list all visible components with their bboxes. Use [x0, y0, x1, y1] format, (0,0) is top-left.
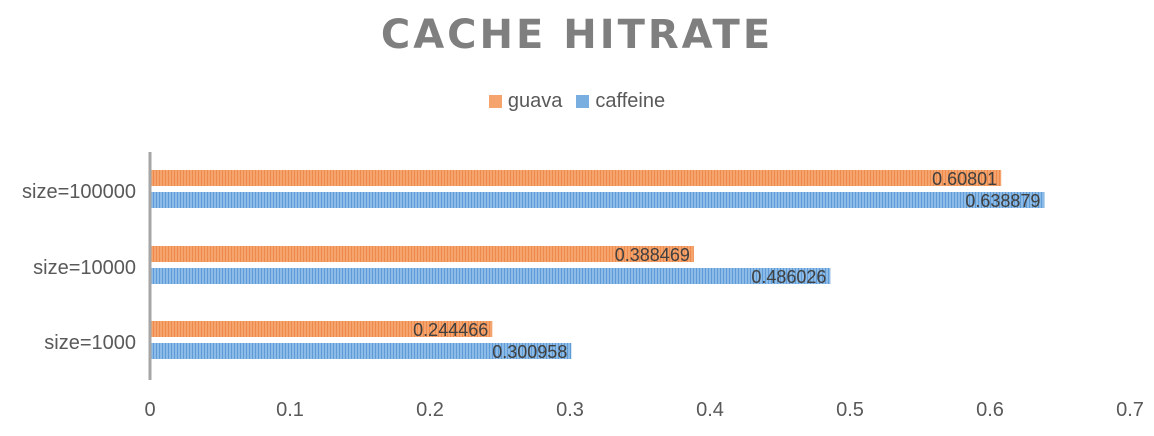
x-tick-label-5: 0.5 [836, 399, 864, 421]
bar-guava-2 [150, 246, 694, 262]
bar-guava-3 [150, 321, 493, 337]
bar-caffeine-1 [150, 192, 1045, 208]
legend-item-caffeine: caffeine [576, 90, 665, 113]
data-label-caffeine-3: 0.300958 [492, 342, 567, 362]
data-label-guava-2: 0.388469 [615, 245, 690, 265]
x-tick-label-3: 0.3 [556, 399, 584, 421]
bar-caffeine-2 [150, 268, 831, 284]
x-tick-label-2: 0.2 [416, 399, 444, 421]
x-tick-label-1: 0.1 [276, 399, 304, 421]
legend: guava caffeine [0, 90, 1154, 113]
data-label-guava-1: 0.60801 [932, 169, 997, 189]
legend-item-guava: guava [488, 90, 563, 113]
category-label-1: size=100000 [22, 181, 136, 203]
data-label-caffeine-2: 0.486026 [751, 267, 826, 287]
data-label-caffeine-1: 0.638879 [965, 191, 1040, 211]
legend-swatch-caffeine [576, 95, 590, 108]
x-tick-label-7: 0.7 [1116, 399, 1144, 421]
bar-guava-1 [150, 170, 1002, 186]
data-label-guava-3: 0.244466 [413, 320, 488, 340]
legend-label-caffeine: caffeine [595, 90, 666, 112]
legend-label-guava: guava [507, 90, 563, 112]
x-tick-label-4: 0.4 [696, 399, 724, 421]
x-tick-label-6: 0.6 [976, 399, 1004, 421]
legend-swatch-guava [488, 95, 502, 108]
x-tick-label-0: 0 [144, 399, 155, 421]
category-label-3: size=1000 [44, 332, 136, 354]
category-label-2: size=10000 [33, 257, 136, 279]
bar-caffeine-3 [150, 343, 572, 359]
chart-title: CACHE HITRATE [380, 12, 774, 58]
